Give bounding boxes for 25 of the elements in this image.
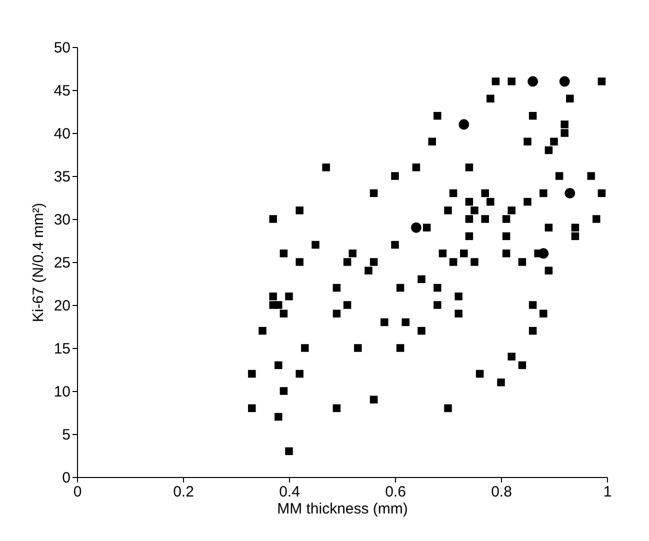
point bbox=[410, 222, 422, 233]
x-axis-title: MM thickness (mm) bbox=[277, 500, 408, 518]
y-tick-label: 40 bbox=[54, 126, 70, 142]
point bbox=[458, 119, 470, 130]
x-tick-label: 0.8 bbox=[491, 484, 512, 500]
point bbox=[528, 76, 538, 87]
y-tick-label: 45 bbox=[54, 82, 70, 100]
y-tick-label: 25 bbox=[54, 254, 70, 272]
point bbox=[564, 188, 576, 198]
x-tick-label: 1 bbox=[603, 484, 612, 500]
x-tick-label: 0 bbox=[73, 484, 82, 500]
point bbox=[559, 76, 570, 87]
y-tick-label: 35 bbox=[54, 168, 70, 186]
y-tick-label: 15 bbox=[54, 340, 70, 358]
y-tick-label: 10 bbox=[54, 384, 70, 400]
y-tick-label: 0 bbox=[62, 470, 70, 486]
x-tick-label: 0.4 bbox=[279, 484, 300, 500]
x-tick-label: 0.2 bbox=[173, 484, 194, 500]
y-tick-label: 50 bbox=[54, 40, 70, 56]
y-tick-label: 5 bbox=[62, 426, 70, 444]
point bbox=[538, 248, 549, 259]
x-tick-label: 0.6 bbox=[385, 484, 406, 500]
y-tick-label: 30 bbox=[54, 212, 70, 228]
y-axis-title: Ki-67 (N/0.4 mm²) bbox=[30, 202, 47, 322]
y-tick-label: 20 bbox=[54, 298, 70, 314]
